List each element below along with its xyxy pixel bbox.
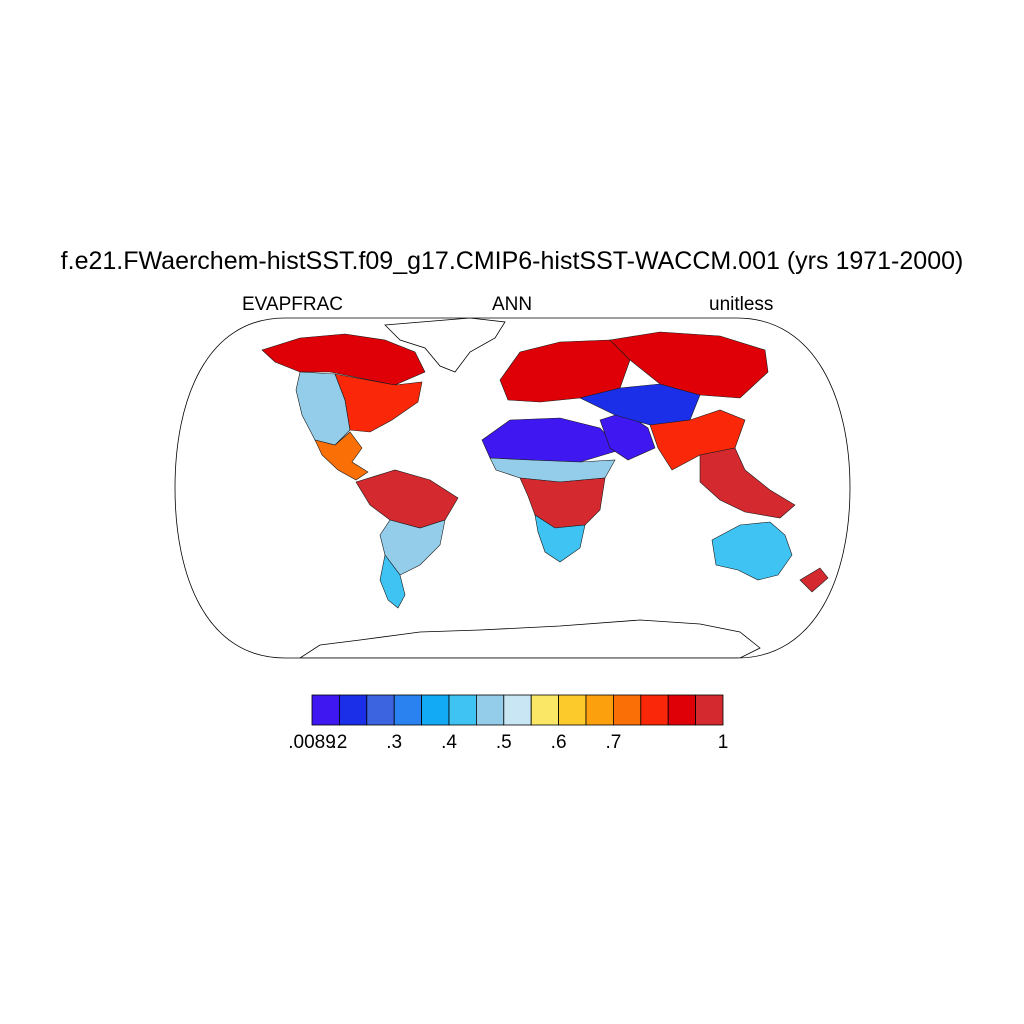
colorbar-swatch: [695, 694, 724, 726]
colorbar-swatch: [311, 694, 340, 726]
region-sahel: [489, 457, 616, 483]
colorbar-swatch: [640, 694, 669, 726]
colorbar-swatch: [338, 694, 368, 726]
colorbar-tick-label: .4: [441, 732, 457, 753]
colorbar-tick-label: .0089: [288, 732, 336, 753]
map-title: f.e21.FWaerchem-histSST.f09_g17.CMIP6-hi…: [60, 247, 964, 275]
region-south-america-east: [379, 519, 446, 576]
colorbar-tick-label: .5: [495, 732, 512, 753]
region-north-america-arctic: [261, 333, 426, 386]
colorbar: [311, 694, 724, 726]
season-label: ANN: [491, 294, 533, 315]
colorbar-swatch: [667, 694, 697, 726]
region-southern-africa: [534, 514, 586, 563]
region-europe: [499, 339, 631, 403]
colorbar-swatch: [421, 694, 450, 726]
units-label: unitless: [709, 294, 774, 315]
colorbar-swatch: [366, 694, 395, 726]
region-central-africa: [519, 477, 606, 529]
region-amazon: [355, 469, 459, 529]
colorbar-tick-label: 1: [717, 732, 729, 753]
region-central-america: [314, 431, 369, 481]
colorbar-swatch: [393, 694, 423, 726]
colorbar-swatch: [530, 694, 560, 726]
colorbar-swatch: [503, 694, 532, 726]
region-central-asia: [579, 383, 701, 426]
region-patagonia: [379, 554, 406, 609]
globe-outline: [174, 317, 851, 659]
colorbar-tick-label: .7: [605, 732, 622, 753]
colorbar-swatch: [475, 694, 505, 726]
region-new-zealand: [799, 567, 829, 593]
region-southeast-asia: [699, 447, 796, 519]
colorbar-swatch: [558, 694, 587, 726]
antarctica: [298, 619, 761, 658]
greenland: [384, 318, 506, 373]
colorbar-tick-label: .6: [550, 732, 567, 753]
colorbar-swatch: [613, 694, 642, 726]
colorbar-tick-label: .3: [386, 732, 403, 753]
region-australia: [711, 521, 793, 581]
region-sahara: [481, 417, 621, 463]
region-north-america-east: [334, 373, 423, 433]
variable-label: EVAPFRAC: [242, 294, 344, 315]
region-siberia: [609, 331, 769, 399]
colorbar-tick-label: .2: [331, 732, 348, 753]
colorbar-swatch: [448, 694, 477, 726]
colorbar-swatch: [585, 694, 614, 726]
